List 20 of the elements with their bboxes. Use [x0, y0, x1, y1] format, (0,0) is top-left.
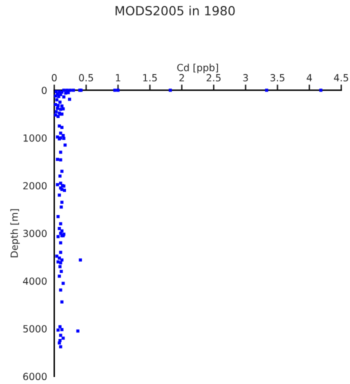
- y-tick-label: 4000: [23, 277, 47, 285]
- x-tick-label: 1: [116, 74, 120, 82]
- x-tick-label: 3.5: [270, 74, 284, 82]
- chart-title: MODS2005 in 1980: [116, 6, 235, 16]
- x-tick-label: 2: [179, 74, 184, 82]
- y-tick-label: 0: [42, 86, 47, 94]
- x-tick-label: 2.5: [206, 74, 221, 82]
- x-tick-label: 1.5: [143, 74, 157, 82]
- x-tick-label: 4: [306, 74, 312, 82]
- y-tick-label: 5000: [23, 325, 47, 332]
- y-tick-label: 6000: [23, 372, 47, 380]
- y-axis-title: Depth [m]: [10, 209, 20, 258]
- x-axis-title: Cd [ppb]: [177, 64, 218, 74]
- x-tick-label: 0.5: [79, 74, 94, 82]
- x-tick-label: 3: [243, 74, 248, 82]
- x-tick-label: 0: [52, 74, 57, 82]
- y-tick-label: 1000: [24, 134, 47, 142]
- y-tick-label: 3000: [23, 230, 47, 238]
- y-tick-label: 2000: [23, 182, 47, 190]
- x-tick-label: 4.5: [334, 74, 348, 82]
